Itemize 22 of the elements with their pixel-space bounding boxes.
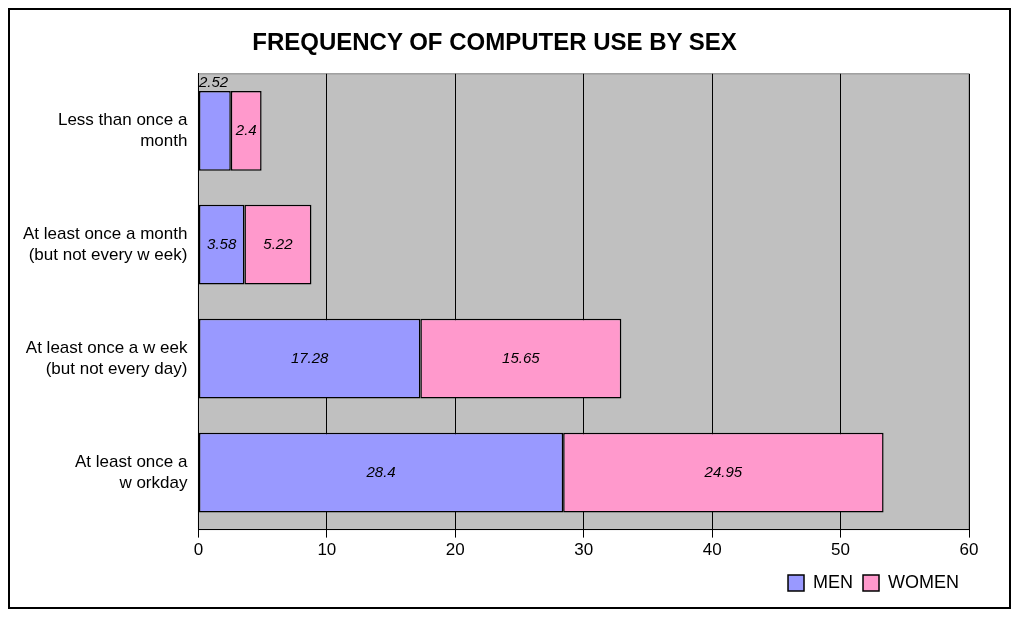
x-tick-label: 50	[831, 540, 851, 560]
legend-label: MEN	[813, 571, 854, 592]
x-tick-label: 10	[317, 540, 337, 560]
x-tick-label: 60	[959, 540, 979, 560]
data-label: 15.65	[502, 348, 541, 366]
data-label: 2.4	[234, 120, 257, 138]
x-tick-label: 20	[445, 540, 465, 560]
y-tick-label: At least once a w orkday	[74, 452, 188, 492]
x-tick-label: 30	[574, 540, 594, 560]
legend-label: WOMEN	[888, 571, 960, 592]
y-tick-label: At least once a month (but not every w eek)	[22, 224, 188, 264]
data-label: 3.58	[207, 234, 237, 252]
x-tick-label: 0	[193, 540, 204, 560]
data-label: 24.95	[703, 462, 743, 480]
data-label: 17.28	[290, 348, 330, 366]
x-tick-label: 40	[702, 540, 722, 560]
y-tick-label: At least once a w eek (but not every day)	[25, 338, 188, 378]
chart-title: FREQUENCY OF COMPUTER USE BY SEX	[252, 28, 737, 56]
data-label: 28.4	[365, 462, 396, 480]
data-label: 2.52	[197, 72, 229, 90]
y-tick-label: Less than once a month	[57, 110, 188, 150]
data-label: 5.22	[263, 234, 294, 252]
